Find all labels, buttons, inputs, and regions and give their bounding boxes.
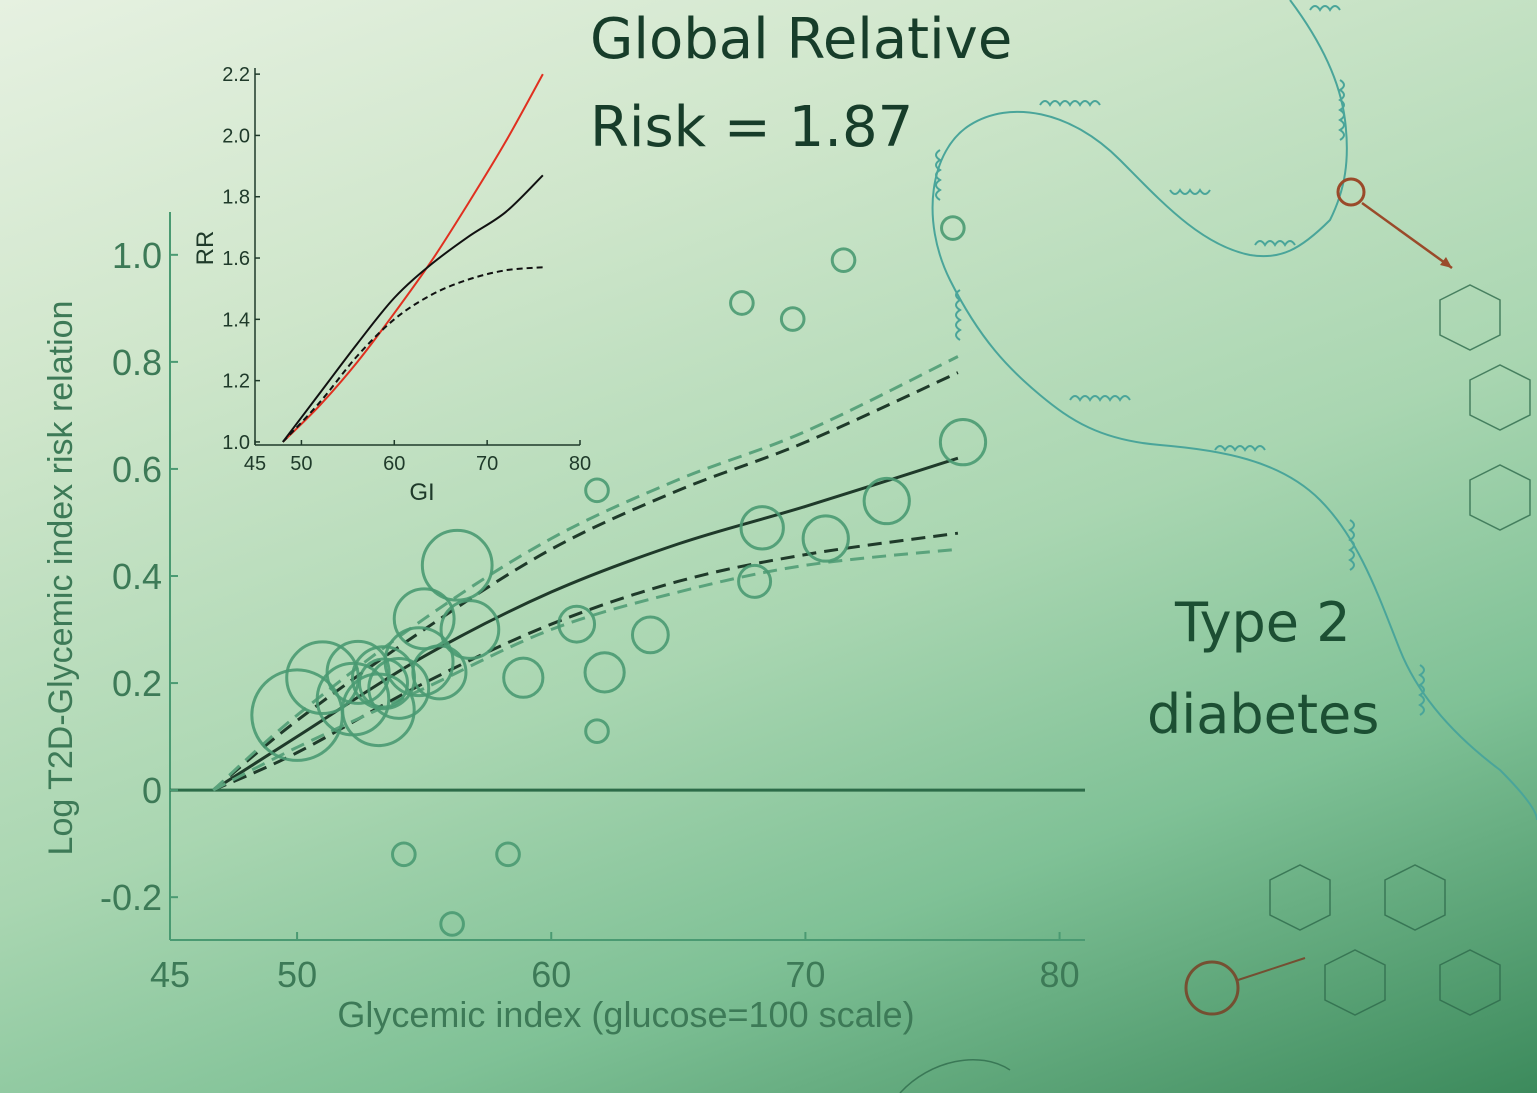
- inset-series-line: [282, 266, 543, 443]
- series-line: [212, 355, 959, 792]
- zoom-marker-icon: [1336, 177, 1453, 270]
- main-scatter-chart: 45 50 60 70 80 1.0 0.8 0.6 0.4 0.2 0 -0.2 Glycemic …: [42, 212, 1085, 1035]
- main-tick-labels: 45 50 60 70 80 1.0 0.8 0.6 0.4 0.2 0 -0.2: [100, 235, 1080, 995]
- study-point: [439, 911, 465, 937]
- study-point: [729, 290, 755, 316]
- x-tick-label: 60: [531, 954, 571, 995]
- inset-y-tick-label: 2.0: [222, 125, 250, 147]
- study-point: [341, 672, 416, 748]
- inset-series-line: [282, 174, 544, 443]
- y-tick-label: 0: [142, 770, 162, 811]
- study-point: [801, 514, 850, 563]
- study-point: [938, 418, 988, 467]
- x-tick-label: 80: [1040, 954, 1080, 995]
- study-point: [411, 644, 468, 701]
- study-point: [584, 477, 610, 504]
- x-axis-label: Glycemic index (glucose=100 scale): [337, 994, 914, 1035]
- study-point: [495, 841, 521, 868]
- study-point: [502, 656, 545, 699]
- glucose-ring-decoration: [899, 284, 1531, 1093]
- inset-tick-labels: 45 50 60 70 80 2.2 2.0 1.8 1.6 1.4 1.2 1.0: [222, 64, 591, 475]
- main-axes: [169, 212, 1085, 941]
- inset-y-tick-label: 1.8: [222, 187, 250, 209]
- y-tick-label: 0.6: [112, 449, 162, 490]
- inset-x-tick-label: 60: [383, 453, 405, 475]
- study-point: [358, 657, 409, 709]
- inset-x-tick-label: 50: [290, 453, 312, 475]
- study-point: [779, 306, 806, 332]
- study-point: [391, 841, 417, 868]
- study-point: [583, 651, 626, 694]
- x-tick-label: 70: [785, 954, 825, 995]
- study-point: [584, 718, 610, 745]
- x-tick-label: 50: [277, 954, 317, 995]
- inset-series-lines: [282, 73, 544, 443]
- x-tick-label: 45: [150, 954, 190, 995]
- y-tick-label: 1.0: [112, 235, 162, 276]
- side-label-line-1: Type 2: [1175, 591, 1351, 654]
- inset-x-tick-label: 80: [569, 453, 591, 475]
- inset-y-tick-label: 1.6: [222, 248, 250, 270]
- inset-x-tick-label: 70: [476, 453, 498, 475]
- inset-y-tick-label: 2.2: [222, 64, 250, 86]
- inset-y-axis-label: RR: [192, 231, 219, 266]
- main-series-lines: [212, 355, 959, 792]
- y-tick-label: 0.8: [112, 342, 162, 383]
- series-line: [212, 547, 959, 792]
- series-line: [212, 371, 959, 792]
- study-point: [325, 639, 391, 705]
- inset-rr-chart: 45 50 60 70 80 2.2 2.0 1.8 1.6 1.4 1.2 1.0 GI RR: [192, 64, 591, 506]
- y-axis-label: Log T2D-Glycemic index risk relation: [42, 301, 80, 856]
- y-tick-label: -0.2: [100, 877, 162, 918]
- study-point: [557, 604, 597, 644]
- series-line: [212, 456, 959, 792]
- inset-series-line: [282, 73, 544, 443]
- y-tick-label: 0.4: [112, 556, 162, 597]
- study-point: [392, 587, 456, 651]
- study-point: [862, 476, 911, 526]
- inset-x-tick-label: 45: [244, 453, 266, 475]
- study-point: [830, 247, 857, 273]
- headline-line-1: Global Relative: [590, 7, 1013, 72]
- study-point: [630, 615, 670, 655]
- inset-y-tick-label: 1.2: [222, 371, 250, 393]
- study-point: [420, 528, 494, 602]
- study-point: [383, 626, 455, 698]
- headline-line-2: Risk = 1.87: [590, 95, 914, 160]
- study-point: [367, 656, 431, 720]
- glycogen-strand-decoration: [931, 0, 1537, 821]
- inset-y-tick-label: 1.0: [222, 432, 250, 454]
- main-study-points: [250, 215, 988, 937]
- study-point: [285, 640, 360, 715]
- inset-x-axis-label: GI: [409, 479, 434, 506]
- side-label-line-2: diabetes: [1147, 683, 1380, 746]
- series-line: [212, 531, 959, 792]
- study-point: [739, 505, 785, 551]
- inset-y-tick-label: 1.4: [222, 309, 250, 331]
- study-point: [940, 215, 966, 241]
- study-point: [737, 563, 773, 599]
- study-point: [439, 599, 501, 660]
- inset-axes: [254, 68, 581, 446]
- y-tick-label: 0.2: [112, 663, 162, 704]
